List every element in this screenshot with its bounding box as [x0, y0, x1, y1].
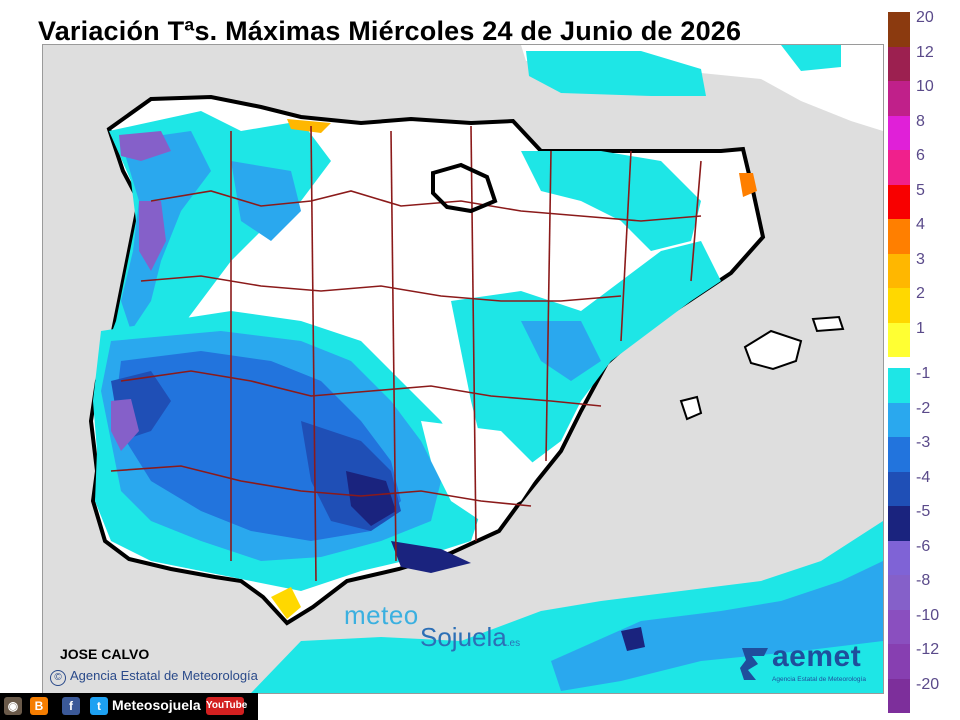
france-anomaly-cyan [526, 51, 706, 96]
youtube-icon[interactable]: YouTube [206, 697, 247, 715]
legend-swatch-positive [888, 288, 910, 323]
legend-swatch-positive [888, 322, 910, 357]
legend-label-negative: -10 [916, 606, 940, 624]
legend-swatch-positive [888, 219, 910, 254]
legend-label-positive: 4 [916, 216, 925, 233]
menorca [811, 315, 845, 333]
legend-swatch-negative [888, 402, 910, 437]
legend-swatch-negative [888, 575, 910, 610]
legend-label-positive: 8 [916, 112, 925, 130]
la-rioja-outline [431, 162, 498, 214]
temperature-variation-map [88, 45, 883, 693]
legend-swatch-negative [888, 368, 910, 403]
watermark-line2-wrap: Sojuela.es [420, 622, 520, 653]
map-title: Variación Tªs. Máximas Miércoles 24 de J… [38, 16, 742, 46]
watermark-line2: Sojuela [420, 622, 507, 652]
legend-swatch-positive [888, 184, 910, 219]
legend-label-negative: -5 [916, 503, 931, 520]
legend-swatch-positive [888, 46, 910, 81]
legend-swatch-positive [888, 81, 910, 116]
legend-label-positive: 1 [916, 319, 925, 337]
warm-spot-cantabria [287, 119, 331, 133]
legend-label-negative: -8 [916, 572, 931, 589]
watermark-tld: .es [506, 638, 521, 649]
legend-swatch-positive [888, 253, 910, 288]
meteosojuela-watermark: meteo Sojuela.es [344, 600, 520, 652]
legend-swatch-positive [888, 150, 910, 185]
author-credit: JOSE CALVO [60, 646, 150, 662]
instagram-icon[interactable]: ◉ [4, 697, 22, 715]
legend-swatch-negative [888, 540, 910, 575]
legend-label-positive: 10 [916, 78, 934, 95]
north-africa-deep [621, 627, 645, 651]
agency-credit: © Agencia Estatal de Meteorología [50, 668, 258, 686]
legend-label-positive: 20 [916, 9, 934, 26]
warm-spot-cadiz [271, 587, 301, 619]
legend-label-negative: -1 [916, 365, 931, 382]
social-handle: Meteosojuela [112, 697, 201, 713]
ibiza [679, 395, 703, 421]
legend-label-positive: 6 [916, 147, 925, 164]
watermark-line1: meteo [344, 600, 419, 630]
social-bar: ◉ B f t Meteosojuela YouTube [0, 693, 258, 720]
facebook-icon[interactable]: f [62, 697, 80, 715]
legend-label-positive: 5 [916, 181, 925, 199]
legend-label-positive: 2 [916, 285, 925, 302]
legend-swatch-negative [888, 644, 910, 679]
copyright-icon: © [50, 670, 66, 686]
legend-swatch-negative [888, 678, 910, 713]
legend-swatch-positive [888, 115, 910, 150]
aemet-logo-text: aemet [772, 640, 862, 673]
legend-swatch-negative [888, 609, 910, 644]
aemet-logo-subtext: Agencia Estatal de Meteorología [772, 676, 866, 683]
aemet-logo-icon [740, 648, 768, 680]
france-anomaly-cyan-2 [781, 45, 841, 71]
legend-label-negative: -20 [916, 675, 940, 693]
legend-swatch-positive [888, 12, 910, 47]
map-frame [42, 44, 884, 694]
legend-swatch-negative [888, 506, 910, 541]
legend-label-negative: -2 [916, 399, 931, 417]
legend-label-negative: -6 [916, 537, 931, 555]
province-boundaries [110, 125, 702, 582]
blogger-icon[interactable]: B [30, 697, 48, 715]
legend-label-negative: -3 [916, 434, 931, 451]
legend-swatch-negative [888, 437, 910, 472]
legend-label-negative: -12 [916, 641, 940, 658]
legend-label-negative: -4 [916, 468, 931, 486]
legend-label-positive: 3 [916, 250, 925, 268]
warm-spot-catalonia [739, 173, 757, 197]
north-africa-blue [551, 561, 883, 691]
legend-label-positive: 12 [916, 43, 934, 61]
twitter-icon[interactable]: t [90, 697, 108, 715]
legend-swatch-negative [888, 471, 910, 506]
mallorca [743, 329, 803, 371]
france-region [521, 45, 883, 131]
anomaly-fields [93, 111, 721, 591]
agency-credit-text: Agencia Estatal de Meteorología [70, 668, 258, 683]
